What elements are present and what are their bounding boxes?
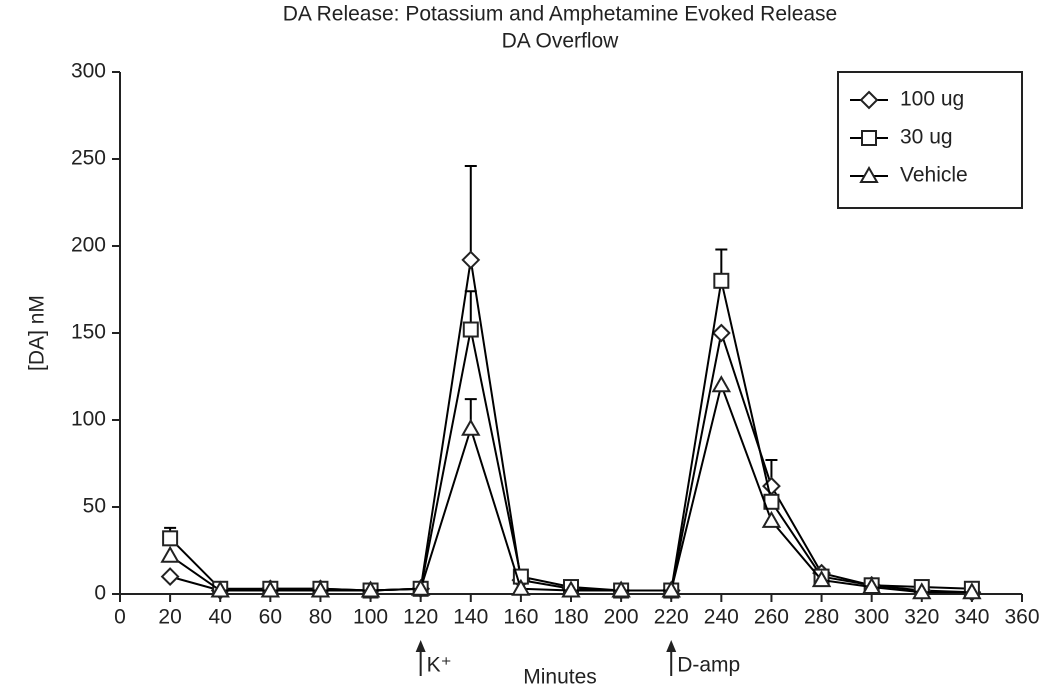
x-tick-label: 120: [403, 606, 438, 629]
point: [162, 530, 179, 547]
x-tick-label: 260: [754, 606, 789, 629]
legend-label: 100 ug: [900, 88, 964, 111]
point: [260, 580, 281, 598]
annotation-text: K⁺: [427, 654, 452, 677]
point: [962, 582, 982, 600]
y-tick-label: 250: [71, 147, 106, 170]
y-tick-label: 50: [83, 495, 106, 518]
x-tick-label: 200: [604, 606, 639, 629]
x-tick-label: 80: [309, 606, 332, 629]
x-tick-label: 180: [553, 606, 588, 629]
x-tick-label: 20: [158, 606, 181, 629]
point: [661, 580, 681, 598]
x-tick-label: 160: [503, 606, 538, 629]
legend-marker: [859, 165, 879, 183]
point: [310, 580, 331, 598]
point: [462, 321, 479, 338]
x-tick-label: 40: [209, 606, 232, 629]
point: [713, 272, 730, 289]
x-axis-label: Minutes: [523, 666, 597, 689]
chart-subtitle: DA Overflow: [502, 30, 620, 53]
chart-title: DA Release: Potassium and Amphetamine Ev…: [283, 3, 837, 26]
x-tick-label: 280: [804, 606, 839, 629]
point: [611, 580, 631, 598]
x-tick-label: 140: [453, 606, 488, 629]
y-axis-label: [DA] nM: [26, 295, 49, 371]
x-tick-label: 360: [1004, 606, 1039, 629]
error-bar: [464, 164, 477, 260]
point: [360, 580, 381, 598]
point: [761, 510, 782, 528]
x-tick-label: 0: [114, 606, 126, 629]
annotation-arrowhead: [415, 640, 426, 652]
x-tick-label: 320: [904, 606, 939, 629]
x-tick-label: 340: [954, 606, 989, 629]
point: [511, 578, 531, 596]
point: [912, 582, 932, 600]
point: [461, 418, 481, 436]
point: [461, 250, 481, 270]
x-tick-label: 100: [353, 606, 388, 629]
point: [711, 323, 731, 343]
point: [160, 545, 180, 563]
series-line: [169, 381, 972, 594]
x-tick-label: 220: [654, 606, 689, 629]
x-tick-label: 60: [259, 606, 282, 629]
point: [561, 580, 581, 598]
x-tick-label: 240: [704, 606, 739, 629]
legend-label: Vehicle: [900, 164, 968, 187]
point: [410, 578, 431, 596]
point: [861, 577, 882, 595]
series-line: [169, 259, 972, 594]
y-tick-label: 200: [71, 234, 106, 257]
legend-marker: [861, 130, 877, 146]
legend-marker: [859, 90, 879, 110]
annotation-text: D-amp: [677, 654, 740, 677]
legend-label: 30 ug: [900, 126, 953, 149]
annotation-arrowhead: [666, 640, 677, 652]
point: [160, 567, 180, 587]
point: [210, 580, 230, 598]
point: [711, 375, 732, 393]
series-line: [169, 280, 972, 592]
y-tick-label: 300: [71, 60, 106, 83]
y-tick-label: 0: [94, 582, 106, 605]
point: [811, 570, 832, 588]
y-tick-label: 100: [71, 408, 106, 431]
x-tick-label: 300: [854, 606, 889, 629]
y-tick-label: 150: [71, 321, 106, 344]
